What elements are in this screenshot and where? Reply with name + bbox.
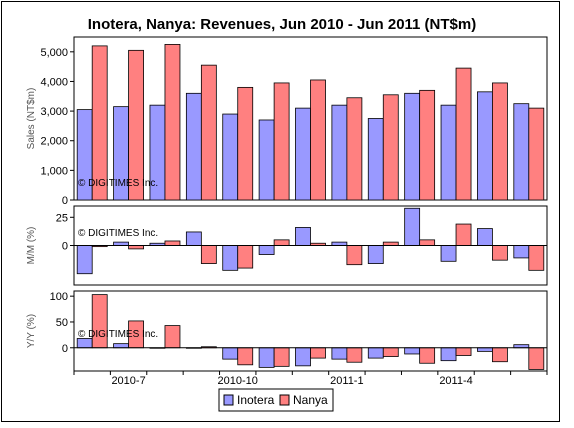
sales-bar-nanya [419, 89, 436, 201]
mm-bar-inotera [76, 245, 93, 275]
sales-bar-inotera [331, 104, 348, 201]
yy-bar-inotera [113, 343, 129, 349]
yy-y-tick-label: 50 [56, 317, 68, 329]
sales-watermark: © DIGITIMES Inc. [78, 178, 158, 189]
mm-bar-inotera [513, 245, 530, 259]
yy-bar-nanya [164, 325, 181, 349]
yy-y-tick-label: 100 [50, 291, 68, 303]
mm-bar-inotera [440, 245, 457, 262]
mm-bar-nanya [528, 245, 545, 271]
sales-bar-nanya [492, 82, 508, 201]
sales-bar-inotera [258, 119, 275, 201]
sales-y-tick-label: 2,000 [40, 136, 68, 148]
sales-y-tick-label: 1,000 [40, 165, 68, 177]
sales-bar-nanya [528, 107, 545, 201]
yy-bar-nanya [310, 347, 326, 359]
mm-bar-inotera [222, 245, 239, 271]
mm-bar-nanya [164, 240, 181, 246]
mm-bar-nanya [237, 245, 254, 269]
chart-panels: 0 1,000 2,000 3,000 4,000 5,000 Sales (NT$m) © … [26, 36, 548, 372]
yy-bar-nanya [528, 347, 545, 370]
x-tick-label: 2011-1 [330, 375, 363, 387]
chart-title: Inotera, Nanya: Revenues, Jun 2010 - Jun… [88, 16, 476, 33]
sales-bar-nanya [455, 67, 472, 201]
legend: Inotera Nanya [218, 388, 334, 412]
yy-bar-nanya [382, 347, 399, 357]
legend-swatch-nanya [279, 394, 290, 406]
yy-bar-nanya [419, 347, 436, 364]
mm-bar-inotera [477, 228, 493, 246]
x-tick-label: 2011-4 [439, 375, 472, 387]
legend-label-nanya: Nanya [293, 393, 328, 407]
mm-bar-inotera [331, 241, 348, 246]
x-tick-label: 2010-10 [218, 375, 258, 387]
mm-bar-nanya [419, 239, 436, 246]
sales-bar-nanya [346, 97, 363, 201]
panel-yy: 0 50 100 Y/Y (%) © DIGITIMES Inc. [26, 290, 548, 372]
mm-y-axis-label: M/M (%) [26, 227, 37, 265]
sales-bar-inotera [367, 118, 384, 201]
yy-bar-nanya [492, 347, 508, 363]
mm-bar-inotera [258, 245, 275, 255]
yy-bar-nanya [273, 347, 290, 367]
yy-bar-inotera [222, 347, 239, 360]
mm-bar-nanya [200, 245, 217, 264]
yy-bar-inotera [258, 347, 275, 368]
sales-bar-nanya [237, 86, 254, 201]
sales-bar-nanya [273, 82, 290, 201]
mm-bar-inotera [185, 231, 202, 246]
mm-bar-inotera [404, 207, 421, 246]
yy-bar-inotera [295, 347, 311, 367]
mm-bar-inotera [367, 245, 384, 264]
sales-bar-inotera [185, 92, 202, 201]
mm-watermark: © DIGITIMES Inc. [78, 228, 158, 239]
sales-bar-inotera [295, 107, 311, 201]
mm-bar-inotera [113, 241, 129, 246]
mm-bar-inotera [295, 227, 311, 246]
panel-mm: 0 25 M/M (%) © DIGITIMES Inc. [26, 205, 548, 286]
sales-y-tick-label: 0 [62, 195, 68, 207]
mm-y-tick-label: 25 [56, 212, 68, 224]
yy-bar-inotera [404, 347, 421, 355]
sales-bar-nanya [200, 64, 217, 201]
mm-bar-nanya [346, 245, 363, 266]
yy-bar-inotera [331, 347, 348, 360]
sales-bar-inotera [222, 113, 239, 201]
sales-bar-inotera [513, 103, 530, 201]
sales-y-tick-label: 4,000 [40, 76, 68, 88]
mm-bar-nanya [382, 241, 399, 246]
yy-watermark: © DIGITIMES Inc. [78, 329, 158, 340]
x-axis: 2010-7 2010-10 2011-1 2011-4 [73, 371, 548, 387]
panel-sales: 0 1,000 2,000 3,000 4,000 5,000 Sales (NT$m) © … [26, 36, 548, 207]
legend-label-inotera: Inotera [237, 393, 275, 407]
mm-bar-nanya [128, 245, 144, 250]
yy-bar-nanya [455, 347, 472, 356]
sales-y-tick-label: 5,000 [40, 47, 68, 59]
mm-bar-nanya [492, 245, 508, 261]
yy-bar-nanya [237, 347, 254, 366]
sales-y-axis-label: Sales (NT$m) [26, 88, 37, 150]
yy-bar-inotera [367, 347, 384, 359]
yy-bar-nanya [346, 347, 363, 363]
sales-bar-inotera [440, 104, 457, 201]
sales-bar-nanya [91, 45, 108, 201]
sales-bar-nanya [128, 49, 144, 201]
sales-bar-inotera [404, 92, 421, 201]
yy-y-tick-label: 0 [62, 343, 68, 355]
yy-y-axis-label: Y/Y (%) [26, 314, 37, 348]
sales-bar-nanya [310, 79, 326, 201]
sales-bar-inotera [477, 91, 493, 201]
x-tick-label: 2010-7 [111, 375, 145, 387]
sales-bar-nanya [382, 94, 399, 201]
yy-bar-inotera [440, 347, 457, 362]
mm-y-tick-label: 0 [62, 241, 68, 253]
sales-y-tick-label: 3,000 [40, 106, 68, 118]
legend-swatch-inotera [223, 394, 234, 406]
sales-bar-nanya [164, 44, 181, 201]
yy-bar-inotera [477, 347, 493, 352]
mm-bar-nanya [455, 223, 472, 246]
mm-bar-nanya [273, 239, 290, 246]
legend-box [218, 388, 334, 412]
